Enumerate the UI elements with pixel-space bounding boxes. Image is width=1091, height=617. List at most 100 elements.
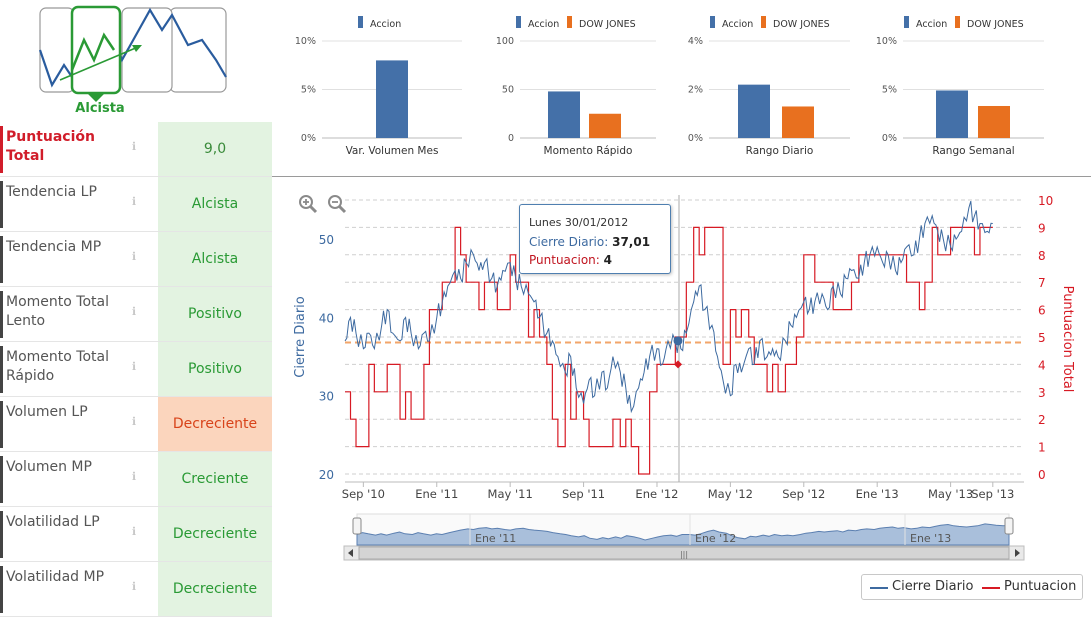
legend-line-puntuacion: [982, 587, 1000, 589]
bar[interactable]: [376, 60, 408, 138]
bar-chart-panel: Accion 10% 5% 0% Var. Volumen Mes: [295, 16, 462, 157]
bar-charts: Accion 10% 5% 0% Var. Volumen Mes Accion DOW J…: [295, 16, 1044, 157]
score-row: Volatilidad MP ℹ Decreciente: [0, 562, 272, 617]
info-icon[interactable]: ℹ: [131, 140, 137, 153]
y2-tick-label: 4: [1038, 358, 1046, 372]
legend-label: Accion: [916, 19, 947, 30]
info-icon[interactable]: ℹ: [131, 415, 137, 428]
score-row: Volumen MP ℹ Creciente: [0, 452, 272, 507]
y-tick-label: 40: [319, 311, 334, 325]
bar[interactable]: [738, 84, 770, 138]
info-icon[interactable]: ℹ: [131, 305, 137, 318]
score-row: Puntuación Total ℹ 9,0: [0, 122, 272, 177]
legend-label: Accion: [722, 19, 753, 30]
legend-label: DOW JONES: [967, 19, 1024, 30]
info-icon[interactable]: ℹ: [131, 580, 137, 593]
score-row: Volatilidad LP ℹ Decreciente: [0, 507, 272, 562]
scrollbar-thumb[interactable]: [358, 546, 1010, 560]
x-tick-label: May '11: [488, 487, 533, 501]
y-axis-title: Cierre Diario: [293, 296, 308, 378]
y2-tick-label: 0: [1038, 468, 1046, 482]
x-tick-label: May '12: [708, 487, 753, 501]
main-chart: 20 30 40 50 0 1 2 3 4 5 6 7 8 9 10 Sep '10 Ene '11 May '1…: [293, 194, 1075, 561]
legend-swatch: [710, 16, 715, 28]
row-label: Tendencia MP: [6, 239, 102, 255]
y-tick-label: 0%: [882, 133, 897, 144]
bar-chart-panel: Accion DOW JONES 10% 5% 0% Rango Semanal: [876, 16, 1044, 157]
x-tick-label: Ene '12: [635, 487, 678, 501]
trend-chart-icon: [38, 5, 227, 102]
y2-tick-label: 3: [1038, 386, 1046, 400]
y-tick-label: 5%: [882, 85, 897, 96]
row-marker: [0, 511, 3, 558]
legend-swatch: [955, 16, 960, 28]
score-row: Volumen LP ℹ Decreciente: [0, 397, 272, 452]
bar-chart-title: Momento Rápido: [544, 145, 633, 157]
row-separator: [0, 396, 272, 397]
bar[interactable]: [548, 91, 580, 138]
info-icon[interactable]: ℹ: [131, 195, 137, 208]
y2-tick-label: 1: [1038, 441, 1046, 455]
info-icon[interactable]: ℹ: [131, 470, 137, 483]
divider: [272, 176, 1091, 177]
cierre-series: [344, 200, 993, 414]
scroll-left-icon[interactable]: [348, 549, 353, 557]
x-tick-label: Ene '11: [415, 487, 458, 501]
row-label: Puntuación Total: [6, 129, 95, 164]
x-tick-label: Sep '12: [782, 487, 825, 501]
row-label: Volumen MP: [6, 459, 92, 475]
y-tick-label: 2%: [688, 85, 703, 96]
legend-item-puntuacion[interactable]: Puntuacion: [1004, 579, 1077, 594]
tooltip-cierre-label: Cierre Diario:: [529, 235, 609, 249]
row-label: Volatilidad LP: [6, 514, 100, 530]
row-label: Momento Total Rápido: [6, 349, 109, 384]
bar[interactable]: [936, 90, 968, 138]
row-marker: [0, 456, 3, 503]
y2-axis-title: Puntuacion Total: [1060, 286, 1075, 393]
navigator-area: [356, 523, 1010, 546]
legend-line-cierre: [870, 587, 888, 589]
row-marker: [0, 566, 3, 613]
navigator-handle[interactable]: [1004, 517, 1014, 535]
row-label: Volatilidad MP: [6, 569, 105, 585]
legend-label: DOW JONES: [773, 19, 830, 30]
y-tick-label: 30: [319, 390, 334, 404]
zoom-in-icon[interactable]: [298, 194, 318, 214]
row-separator: [0, 231, 272, 232]
y-tick-label: 0%: [688, 133, 703, 144]
row-marker: [0, 126, 3, 173]
row-value: Positivo: [158, 287, 272, 341]
row-marker: [0, 291, 3, 338]
row-label: Momento Total Lento: [6, 294, 109, 329]
legend-swatch: [567, 16, 572, 28]
legend-item-cierre[interactable]: Cierre Diario: [892, 579, 974, 594]
y-tick-label: 10%: [295, 36, 316, 47]
y2-tick-label: 6: [1038, 304, 1046, 318]
row-separator: [0, 341, 272, 342]
info-icon[interactable]: ℹ: [131, 525, 137, 538]
bar[interactable]: [589, 113, 621, 138]
tooltip-punt-value: 4: [603, 253, 613, 267]
score-row: Tendencia LP ℹ Alcista: [0, 177, 272, 232]
cierre-marker: [673, 336, 683, 346]
x-tick-label: Sep '10: [342, 487, 385, 501]
row-separator: [0, 506, 272, 507]
tooltip-cierre-value: 37,01: [612, 235, 651, 249]
navigator-handle[interactable]: [352, 517, 362, 535]
row-value: Creciente: [158, 452, 272, 506]
bar-chart-title: Var. Volumen Mes: [346, 145, 439, 157]
bar[interactable]: [978, 105, 1010, 138]
y2-tick-label: 5: [1038, 331, 1046, 345]
info-icon[interactable]: ℹ: [131, 250, 137, 263]
scroll-grip-icon: |||: [680, 550, 688, 559]
navigator[interactable]: Ene '11 Ene '12 Ene '13 |||: [343, 513, 1025, 561]
scroll-right-icon[interactable]: [1015, 549, 1020, 557]
y-tick-label: 50: [502, 85, 514, 96]
legend-label: Accion: [528, 19, 559, 30]
bar[interactable]: [782, 106, 814, 138]
x-tick-label: Sep '11: [562, 487, 605, 501]
info-icon[interactable]: ℹ: [131, 360, 137, 373]
legend-label: DOW JONES: [579, 19, 636, 30]
x-tick-label: Ene '13: [856, 487, 899, 501]
zoom-out-icon[interactable]: [327, 194, 347, 214]
